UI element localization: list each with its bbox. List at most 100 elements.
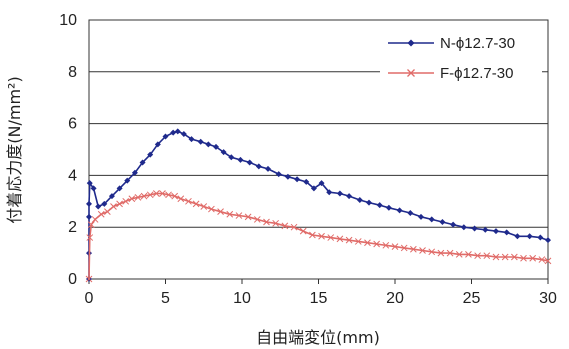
data-point-f-series (373, 240, 380, 248)
data-point-f-series (140, 192, 148, 200)
data-point-n-series (537, 234, 544, 241)
data-point-n-series (246, 159, 253, 166)
y-tick-label: 4 (68, 167, 77, 184)
legend-item-n-series: N-ϕ12.7-30 (388, 35, 515, 52)
data-point-f-series (128, 195, 136, 203)
data-point-f-series (116, 200, 123, 208)
data-point-f-series (382, 241, 390, 249)
data-point-n-series (220, 149, 227, 156)
data-point-f-series (110, 203, 117, 210)
y-axis-ticks: 0 2 4 6 8 10 (59, 12, 77, 288)
data-point-n-series (116, 185, 123, 192)
data-point-f-series (97, 210, 105, 218)
data-point-f-series (122, 197, 130, 205)
y-tick-label: 6 (68, 116, 77, 133)
y-tick-label: 0 (68, 271, 77, 288)
data-point-n-series (526, 233, 533, 240)
x-tick-label: 0 (85, 290, 94, 307)
data-point-f-series (253, 216, 261, 223)
data-point-n-series (492, 228, 499, 235)
data-point-f-series (318, 232, 325, 240)
data-point-f-series (455, 251, 463, 258)
data-point-f-series (544, 257, 552, 265)
legend-background (380, 28, 542, 86)
data-point-f-series (410, 245, 417, 253)
y-tick-label: 8 (68, 64, 77, 81)
data-point-n-series (439, 219, 446, 226)
data-point-n-series (86, 213, 92, 220)
data-point-n-series (482, 226, 489, 233)
data-point-f-series (86, 234, 94, 241)
data-point-n-series (418, 213, 425, 220)
x-tick-label: 25 (463, 290, 481, 307)
data-point-f-series (510, 253, 518, 261)
data-point-n-series (407, 209, 414, 216)
data-point-n-series (396, 207, 403, 214)
data-point-f-series (492, 253, 500, 261)
data-point-n-series (376, 202, 383, 209)
data-point-n-series (275, 171, 282, 178)
data-point-n-series (428, 216, 435, 223)
series-f-series (85, 190, 552, 283)
x-tick-label: 20 (386, 290, 404, 307)
data-point-n-series (514, 233, 521, 240)
data-point-n-series (205, 141, 212, 148)
data-point-n-series (90, 185, 97, 192)
data-point-n-series (86, 200, 92, 207)
data-point-n-series (346, 193, 353, 200)
grid-lines (89, 71, 548, 228)
data-point-f-series (171, 192, 179, 200)
data-point-f-series (400, 244, 408, 252)
data-point-n-series (131, 169, 138, 176)
data-point-f-series (428, 248, 436, 256)
data-point-f-series (483, 252, 491, 260)
data-point-n-series (212, 143, 219, 150)
data-point-n-series (174, 128, 181, 135)
legend-marker-f-series (407, 69, 415, 77)
data-point-n-series (318, 180, 325, 187)
data-point-n-series (356, 197, 363, 204)
data-point-n-series (310, 185, 317, 192)
data-point-f-series (327, 234, 335, 241)
data-point-n-series (124, 177, 131, 184)
data-point-n-series (95, 203, 102, 210)
data-point-f-series (159, 190, 166, 197)
data-point-n-series (294, 176, 301, 183)
data-point-f-series (208, 205, 215, 213)
data-point-n-series (284, 173, 291, 180)
data-point-n-series (460, 224, 467, 231)
data-point-f-series (272, 219, 280, 227)
x-tick-label: 15 (310, 290, 328, 307)
data-point-n-series (471, 225, 478, 232)
y-axis-title: 付着応力度(N/mm²) (5, 76, 24, 223)
data-point-f-series (354, 238, 362, 245)
data-point-n-series (365, 199, 372, 206)
data-point-f-series (309, 231, 316, 239)
data-point-f-series (87, 221, 95, 228)
data-point-f-series (165, 191, 172, 199)
data-point-f-series (192, 200, 200, 208)
data-point-n-series (197, 138, 204, 145)
legend-item-f-series: F-ϕ12.7-30 (388, 65, 513, 82)
data-point-n-series (101, 200, 108, 207)
x-tick-label: 10 (233, 290, 251, 307)
x-tick-label: 30 (539, 290, 557, 307)
data-point-n-series (545, 237, 551, 244)
data-point-f-series (235, 212, 243, 219)
data-point-f-series (465, 251, 472, 258)
data-point-f-series (529, 254, 537, 262)
data-point-f-series (134, 194, 142, 201)
legend-label-f-series: F-ϕ12.7-30 (440, 65, 513, 82)
data-point-n-series (326, 189, 333, 196)
data-point-n-series (336, 190, 343, 197)
data-point-n-series (147, 151, 154, 158)
data-point-f-series (538, 256, 546, 263)
data-point-f-series (244, 213, 252, 221)
series-line-f-series (88, 192, 549, 280)
data-point-n-series (450, 221, 457, 228)
data-point-n-series (86, 180, 93, 187)
data-point-f-series (217, 208, 224, 216)
data-point-n-series (385, 204, 392, 211)
data-point-f-series (520, 254, 527, 262)
